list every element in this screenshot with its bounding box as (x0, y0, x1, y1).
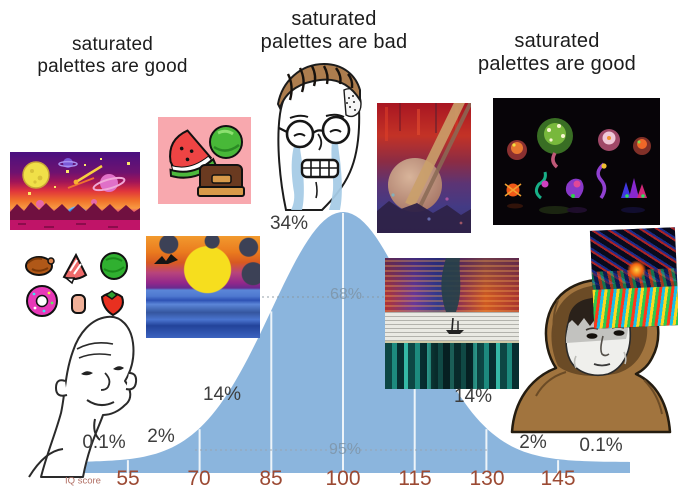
pct-95: 95% (328, 441, 362, 458)
pixel-food-icons (22, 251, 132, 318)
pct-68: 68% (329, 286, 363, 303)
tick-115: 115 (398, 467, 432, 490)
tick-145: 145 (540, 467, 576, 490)
pct-34-left: 34% (269, 213, 309, 234)
tick-100: 100 (325, 467, 361, 490)
pixel-space-art (10, 152, 140, 230)
pixel-fruit-art-image (169, 125, 245, 197)
bird-silhouette (154, 254, 178, 264)
caption-right: saturated palettes are good (478, 30, 636, 76)
caption-left: saturated palettes are good (37, 34, 188, 78)
storm-painting (385, 258, 519, 389)
tornado-funnel (441, 258, 461, 312)
glowing-plants-image (493, 98, 660, 225)
crying-wojak (276, 62, 362, 211)
smug-wojak (28, 315, 138, 478)
pixel-sunset-art (146, 236, 260, 338)
tick-70: 70 (187, 467, 211, 490)
pixel-space-art-image (10, 152, 140, 230)
storm-waterfall-cliff (385, 340, 519, 389)
saturated-noise-art (589, 227, 678, 329)
pct-14-right: 14% (453, 386, 493, 407)
pct-2-right: 2% (519, 432, 547, 453)
pct-01-right: 0.1% (579, 435, 623, 456)
noise-bright-half (592, 285, 678, 329)
planet-painting-image (377, 103, 471, 233)
tick-130: 130 (469, 467, 505, 490)
pct-2-left: 2% (147, 426, 175, 447)
caption-center: saturated palettes are bad (260, 8, 408, 54)
pct-01-left: 0.1% (82, 432, 126, 453)
axis-label: IQ score (65, 475, 101, 487)
pixel-food-icons-image (25, 252, 128, 317)
planet-painting (377, 103, 471, 233)
pct-14-left: 14% (202, 384, 242, 405)
pixel-fruit-art (158, 117, 251, 204)
glowing-plants-art (493, 98, 660, 225)
bell-curve-area (60, 212, 630, 473)
noise-flame-glow (626, 259, 646, 281)
ship-silhouette (445, 318, 464, 335)
tick-85: 85 (259, 467, 283, 490)
tick-55: 55 (116, 467, 140, 490)
